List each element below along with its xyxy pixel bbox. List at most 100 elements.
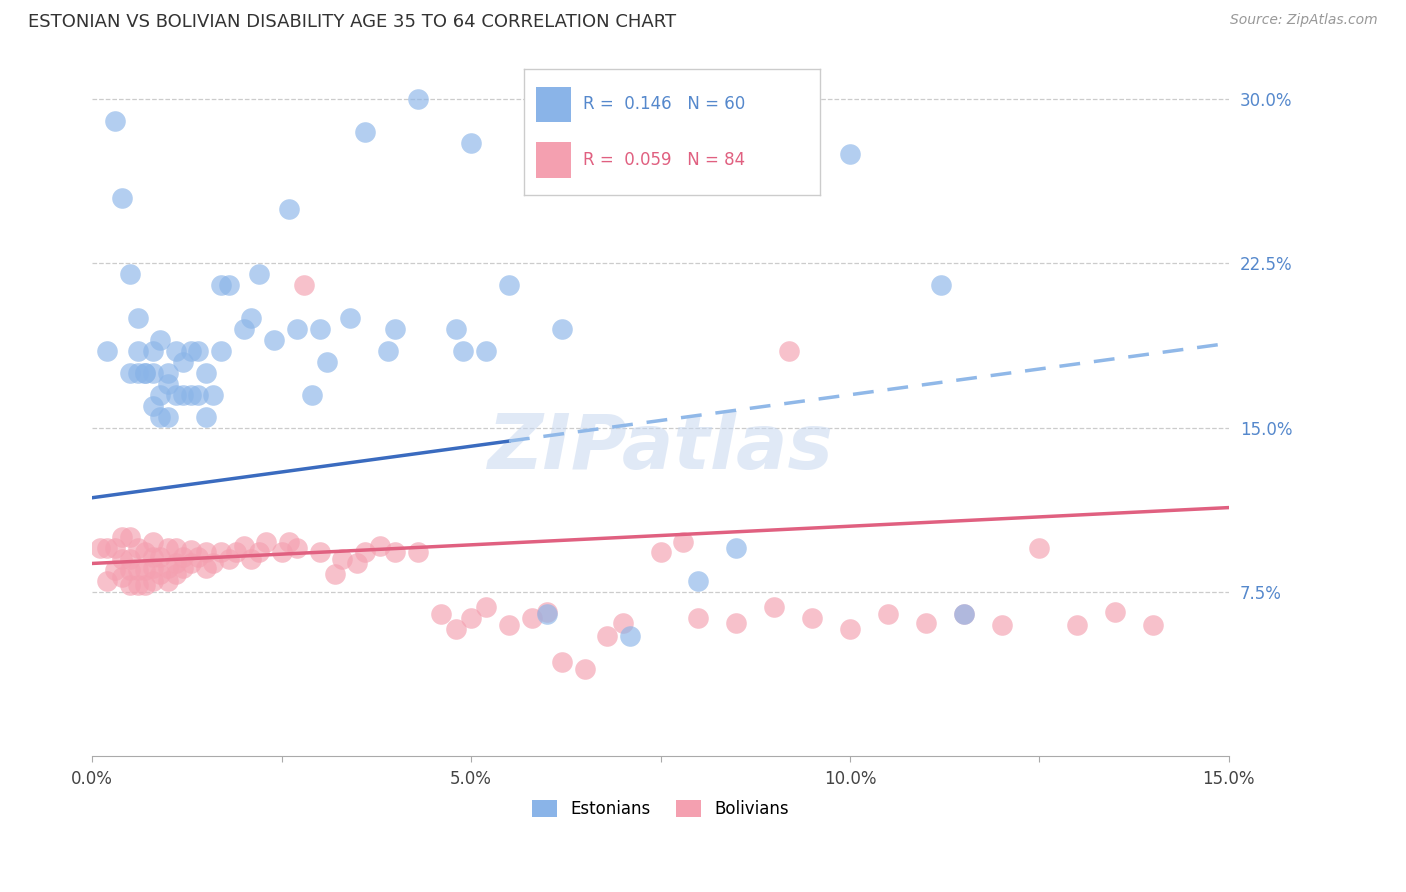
Point — [194, 366, 217, 380]
Point — [256, 534, 278, 549]
Point — [172, 549, 194, 564]
Point — [688, 574, 710, 588]
Point — [194, 409, 217, 424]
Point — [209, 278, 232, 293]
Point — [406, 92, 429, 106]
Point — [498, 278, 520, 293]
Point — [172, 355, 194, 369]
Point — [778, 343, 800, 358]
Point — [247, 545, 270, 559]
Point — [1104, 605, 1126, 619]
Point — [111, 190, 134, 204]
Point — [149, 388, 172, 402]
Point — [209, 343, 232, 358]
Point — [134, 578, 156, 592]
Point — [96, 574, 118, 588]
Point — [444, 622, 467, 636]
Point — [672, 534, 695, 549]
Point — [225, 545, 247, 559]
Point — [180, 543, 202, 558]
Point — [209, 545, 232, 559]
Point — [929, 278, 952, 293]
Point — [232, 539, 254, 553]
Point — [134, 366, 156, 380]
Point — [339, 311, 361, 326]
Point — [96, 343, 118, 358]
Point — [475, 343, 498, 358]
Legend: Estonians, Bolivians: Estonians, Bolivians — [526, 794, 796, 825]
Point — [149, 549, 172, 564]
Point — [104, 541, 127, 555]
Point — [536, 607, 558, 621]
Point — [134, 366, 156, 380]
Point — [1142, 617, 1164, 632]
Point — [218, 278, 240, 293]
Point — [202, 557, 225, 571]
Point — [612, 615, 634, 630]
Point — [1066, 617, 1088, 632]
Point — [551, 655, 574, 669]
Point — [142, 366, 165, 380]
Point — [551, 322, 574, 336]
Point — [354, 545, 377, 559]
Point — [285, 322, 308, 336]
Point — [104, 563, 127, 577]
Point — [187, 388, 209, 402]
Point — [952, 607, 974, 621]
Point — [453, 343, 475, 358]
Point — [285, 541, 308, 555]
Point — [650, 545, 672, 559]
Point — [460, 611, 482, 625]
Point — [156, 366, 179, 380]
Point — [240, 552, 263, 566]
Point — [316, 355, 339, 369]
Point — [763, 600, 786, 615]
Point — [120, 530, 142, 544]
Point — [127, 541, 149, 555]
Point — [247, 267, 270, 281]
Point — [839, 622, 862, 636]
Point — [460, 136, 482, 150]
Point — [172, 388, 194, 402]
Point — [127, 578, 149, 592]
Point — [876, 607, 898, 621]
Point — [89, 541, 111, 555]
Point — [96, 541, 118, 555]
Point — [142, 343, 165, 358]
Point — [180, 388, 202, 402]
Point — [127, 563, 149, 577]
Point — [104, 114, 127, 128]
Point — [127, 366, 149, 380]
Point — [278, 534, 301, 549]
Point — [596, 629, 619, 643]
Point — [308, 322, 330, 336]
Point — [346, 557, 368, 571]
Point — [187, 343, 209, 358]
Point — [232, 322, 254, 336]
Point — [278, 202, 301, 216]
Point — [142, 534, 165, 549]
Point — [688, 611, 710, 625]
Point — [323, 567, 346, 582]
Point — [120, 552, 142, 566]
Point — [952, 607, 974, 621]
Point — [172, 561, 194, 575]
Point — [292, 278, 315, 293]
Point — [142, 549, 165, 564]
Point — [444, 322, 467, 336]
Point — [134, 563, 156, 577]
Point — [165, 557, 187, 571]
Point — [194, 561, 217, 575]
Point — [111, 569, 134, 583]
Point — [149, 409, 172, 424]
Point — [301, 388, 323, 402]
Point — [475, 600, 498, 615]
Point — [187, 549, 209, 564]
Point — [165, 388, 187, 402]
Point — [111, 530, 134, 544]
Point — [120, 578, 142, 592]
Point — [354, 125, 377, 139]
Text: ESTONIAN VS BOLIVIAN DISABILITY AGE 35 TO 64 CORRELATION CHART: ESTONIAN VS BOLIVIAN DISABILITY AGE 35 T… — [28, 13, 676, 31]
Point — [384, 322, 406, 336]
Point — [270, 545, 292, 559]
